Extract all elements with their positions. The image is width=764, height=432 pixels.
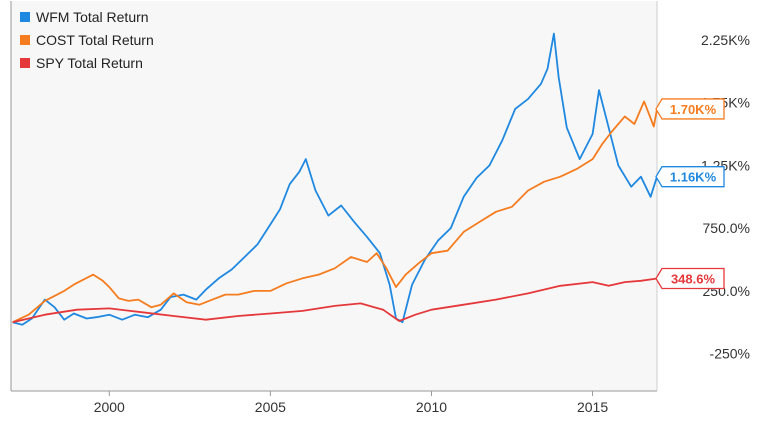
y-tick-label: 750.0% [703,220,750,236]
legend-swatch-1 [20,12,30,22]
end-value-label-1: 1.16K% [670,170,717,185]
end-value-badge-1 [655,166,725,188]
legend-label-1: WFM Total Return [36,9,149,25]
y-tick-label: -250% [710,346,750,362]
legend-swatch-2 [20,35,30,45]
series-line-3 [12,277,658,324]
x-tick-label: 2000 [94,399,125,415]
legend-box [12,2,190,74]
legend-label-2: COST Total Return [36,32,154,48]
legend-swatch-3 [20,58,30,68]
x-tick-label: 2010 [416,399,447,415]
x-tick-label: 2015 [577,399,608,415]
x-tick-label: 2005 [255,399,286,415]
end-value-label-3: 348.6% [671,271,716,286]
series-line-1 [12,32,658,326]
series-line-2 [12,100,658,324]
end-value-badge-2 [655,98,725,120]
legend-label-3: SPY Total Return [36,55,143,71]
end-value-label-2: 1.70K% [670,102,717,117]
end-value-badge-3 [655,267,725,290]
y-tick-label: 2.25K% [701,32,750,48]
